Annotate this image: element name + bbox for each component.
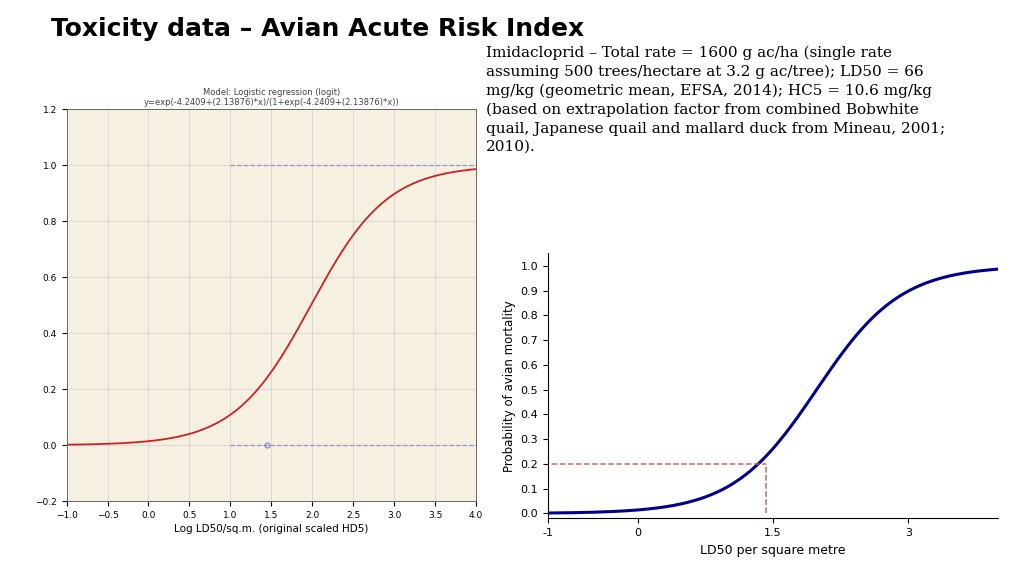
X-axis label: Log LD50/sq.m. (original scaled HD5): Log LD50/sq.m. (original scaled HD5) xyxy=(174,524,369,534)
X-axis label: LD50 per square metre: LD50 per square metre xyxy=(700,544,846,556)
Text: Imidacloprid – Total rate = 1600 g ac/ha (single rate
assuming 500 trees/hectare: Imidacloprid – Total rate = 1600 g ac/ha… xyxy=(486,46,945,154)
Text: Toxicity data – Avian Acute Risk Index: Toxicity data – Avian Acute Risk Index xyxy=(51,17,585,41)
Y-axis label: Probability of avian mortality: Probability of avian mortality xyxy=(503,300,516,472)
Title: Model: Logistic regression (logit)
y=exp(-4.2409+(2.13876)*x)/(1+exp(-4.2409+(2.: Model: Logistic regression (logit) y=exp… xyxy=(143,88,399,107)
